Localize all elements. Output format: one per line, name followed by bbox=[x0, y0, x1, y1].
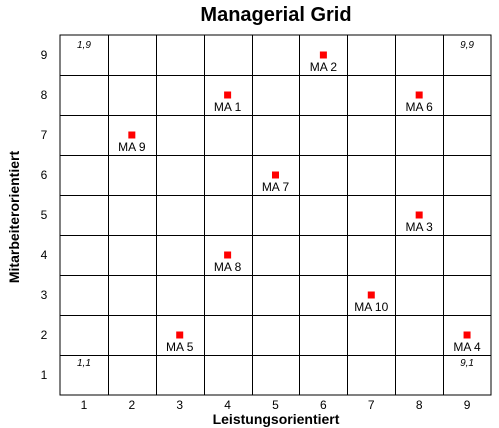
point-label-background bbox=[401, 220, 437, 234]
point-label-background bbox=[210, 260, 246, 274]
data-point-marker bbox=[224, 91, 232, 99]
point-label-background bbox=[114, 140, 150, 154]
corner-label-top-left: 1,9 bbox=[77, 40, 91, 51]
point-label-background bbox=[162, 340, 198, 354]
data-point-group: MA 9 bbox=[114, 131, 150, 154]
x-tick-label: 6 bbox=[320, 398, 327, 412]
chart-title: Managerial Grid bbox=[200, 4, 351, 26]
corner-label-top-right: 9,9 bbox=[460, 40, 474, 51]
point-label-background bbox=[210, 100, 246, 114]
data-point-label: MA 10 bbox=[354, 300, 388, 314]
data-point-group: MA 6 bbox=[401, 91, 437, 114]
corner-layer: 1,9 9,9 1,1 9,1 bbox=[77, 40, 474, 369]
y-tick-label: 9 bbox=[41, 48, 48, 62]
data-point-label: MA 5 bbox=[166, 340, 194, 354]
plot-frame bbox=[59, 34, 492, 396]
grid-layer bbox=[59, 34, 492, 396]
data-point-marker bbox=[415, 211, 423, 219]
data-point-label: MA 6 bbox=[405, 100, 433, 114]
tick-layer: 1 2 3 4 5 6 7 8 9 1 2 3 4 5 6 7 8 9 bbox=[41, 48, 471, 412]
data-point-label: MA 3 bbox=[405, 220, 433, 234]
x-tick-label: 9 bbox=[464, 398, 471, 412]
data-point-group: MA 7 bbox=[257, 171, 294, 194]
point-label-background bbox=[401, 100, 437, 114]
y-tick-label: 2 bbox=[41, 328, 48, 342]
point-label-background bbox=[257, 180, 294, 194]
y-tick-label: 4 bbox=[41, 248, 48, 262]
point-label-background bbox=[350, 300, 393, 314]
data-point-marker bbox=[367, 291, 375, 299]
y-tick-label: 1 bbox=[41, 368, 48, 382]
data-point-label: MA 2 bbox=[310, 60, 338, 74]
x-tick-label: 4 bbox=[224, 398, 231, 412]
data-point-label: MA 4 bbox=[453, 340, 481, 354]
point-label-background bbox=[305, 60, 341, 74]
y-tick-label: 5 bbox=[41, 208, 48, 222]
data-point-marker bbox=[128, 131, 136, 139]
data-point-marker bbox=[272, 171, 279, 179]
data-point-group: MA 3 bbox=[401, 211, 437, 234]
data-point-label: MA 8 bbox=[214, 260, 242, 274]
data-point-marker bbox=[224, 251, 232, 259]
data-point-label: MA 1 bbox=[214, 100, 242, 114]
y-tick-label: 3 bbox=[41, 288, 48, 302]
x-tick-label: 8 bbox=[416, 398, 423, 412]
point-label-background bbox=[449, 340, 485, 354]
y-tick-label: 6 bbox=[41, 168, 48, 182]
y-tick-label: 7 bbox=[41, 128, 48, 142]
data-point-marker bbox=[415, 91, 423, 99]
data-point-label: MA 7 bbox=[262, 180, 290, 194]
data-point-marker bbox=[176, 331, 184, 339]
data-point-marker bbox=[319, 51, 327, 59]
data-point-marker bbox=[463, 331, 471, 339]
corner-label-bottom-left: 1,1 bbox=[77, 358, 91, 369]
x-axis-title: Leistungsorientiert bbox=[213, 411, 340, 427]
point-layer: MA 1 MA 2 MA 3 MA 4 MA 5 MA 6 MA 7 MA 8 MA 9 MA 1… bbox=[114, 51, 485, 354]
data-point-group: MA 4 bbox=[449, 331, 485, 354]
data-point-group: MA 2 bbox=[305, 51, 341, 74]
y-axis-title: Mitarbeiterorientiert bbox=[6, 151, 22, 284]
x-tick-label: 7 bbox=[368, 398, 375, 412]
x-tick-label: 1 bbox=[81, 398, 88, 412]
corner-label-bottom-right: 9,1 bbox=[460, 358, 474, 369]
data-point-group: MA 10 bbox=[350, 291, 393, 314]
data-point-group: MA 1 bbox=[210, 91, 246, 114]
data-point-group: MA 8 bbox=[210, 251, 246, 274]
data-point-label: MA 9 bbox=[118, 140, 146, 154]
y-tick-label: 8 bbox=[41, 88, 48, 102]
data-point-group: MA 5 bbox=[162, 331, 198, 354]
x-tick-label: 5 bbox=[272, 398, 279, 412]
x-tick-label: 3 bbox=[176, 398, 183, 412]
x-tick-label: 2 bbox=[128, 398, 135, 412]
